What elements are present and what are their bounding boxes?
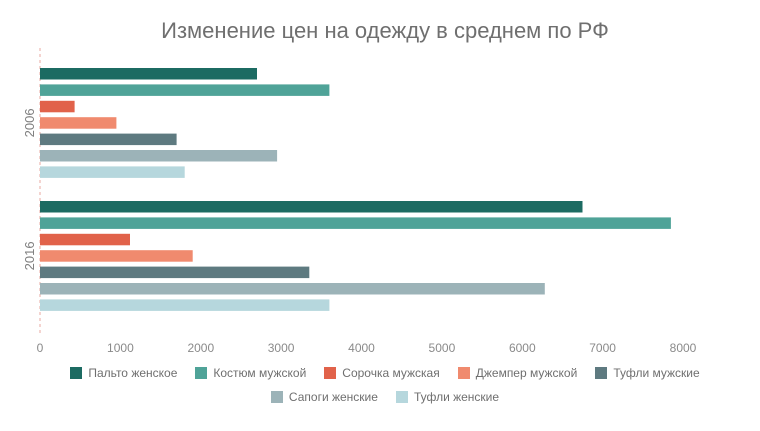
legend-item: Туфли женские bbox=[395, 390, 500, 404]
legend-label: Туфли мужские bbox=[613, 366, 700, 380]
legend-swatch bbox=[270, 391, 283, 403]
bar-2016-6 bbox=[40, 283, 545, 295]
legend-item: Туфли мужские bbox=[595, 366, 700, 380]
category-label-2006: 2006 bbox=[22, 108, 37, 137]
category-label-2016: 2016 bbox=[22, 241, 37, 270]
bar-2006-7 bbox=[40, 166, 185, 178]
x-tick-label: 4000 bbox=[348, 341, 375, 355]
bar-2006-6 bbox=[40, 150, 278, 162]
x-tick-label: 5000 bbox=[429, 341, 456, 355]
bar-2016-5 bbox=[40, 266, 310, 279]
x-tick-label: 3000 bbox=[268, 341, 295, 355]
legend-label: Джемпер мужской bbox=[475, 366, 578, 380]
legend-swatch bbox=[324, 367, 337, 379]
legend-label: Пальто женское bbox=[88, 366, 178, 380]
legend-item: Костюм мужской bbox=[195, 366, 306, 380]
legend-swatch bbox=[395, 391, 408, 403]
x-tick-label: 1000 bbox=[107, 341, 134, 355]
legend-label: Туфли женские bbox=[413, 390, 500, 404]
x-tick-label: 8000 bbox=[670, 341, 697, 355]
legend-item: Джемпер мужской bbox=[457, 366, 578, 380]
legend-item: Сапоги женские bbox=[270, 390, 378, 404]
legend-label: Сапоги женские bbox=[288, 390, 378, 404]
bars-group bbox=[40, 68, 671, 311]
bar-2006-5 bbox=[40, 133, 177, 146]
legend-swatch bbox=[195, 367, 208, 379]
legend-swatch bbox=[595, 367, 608, 379]
bar-2006-1 bbox=[40, 68, 257, 80]
chart-title: Изменение цен на одежду в среднем по РФ bbox=[161, 18, 609, 43]
legend: Пальто женское Костюм мужской Сорочка мужс… bbox=[40, 366, 730, 404]
legend-item: Пальто женское bbox=[70, 366, 177, 380]
bar-2016-4 bbox=[40, 250, 193, 262]
legend-swatch bbox=[457, 367, 470, 379]
bar-2006-4 bbox=[40, 117, 117, 129]
bar-2016-7 bbox=[40, 299, 330, 311]
bar-2006-2 bbox=[40, 84, 330, 96]
x-tick-label: 6000 bbox=[509, 341, 536, 355]
category-labels: 2006 2016 bbox=[22, 108, 37, 270]
x-tick-labels: 0 1000 2000 3000 4000 5000 6000 7000 8000 bbox=[37, 341, 697, 355]
bar-2016-1 bbox=[40, 201, 583, 213]
legend-item: Сорочка мужская bbox=[324, 366, 440, 380]
bar-2016-2 bbox=[40, 217, 671, 229]
legend-label: Сорочка мужская bbox=[342, 366, 440, 380]
x-tick-label: 2000 bbox=[187, 341, 214, 355]
bar-2016-3 bbox=[40, 233, 130, 246]
x-tick-label: 7000 bbox=[589, 341, 616, 355]
legend-swatch bbox=[70, 367, 83, 379]
bar-2006-3 bbox=[40, 100, 75, 113]
legend-label: Костюм мужской bbox=[213, 366, 307, 380]
x-tick-label: 0 bbox=[37, 341, 44, 355]
